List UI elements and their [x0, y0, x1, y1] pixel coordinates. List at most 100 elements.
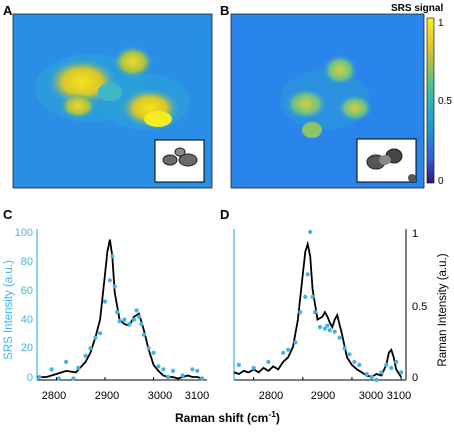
c-raman-line [37, 239, 203, 380]
d-xtick-2800: 2800 [259, 390, 283, 402]
d-srs-point [305, 272, 310, 277]
c-srs-point [146, 346, 151, 351]
c-ytick-0: 0 [27, 372, 33, 384]
d-srs-point [310, 294, 315, 299]
c-srs-point [56, 376, 62, 381]
d-srs-point [379, 370, 384, 375]
d-srs-point [322, 326, 327, 331]
colorbar-tick-0: 0 [438, 176, 444, 187]
d-raman-line [233, 240, 402, 378]
c-srs-point [156, 364, 161, 369]
c-xtick-2900: 2900 [95, 390, 119, 402]
d-ytick-1: 1 [412, 228, 418, 240]
d-srs-point [332, 329, 337, 334]
d-xtick-3100: 3100 [387, 390, 411, 402]
c-srs-point [112, 284, 117, 289]
c-srs-point [141, 332, 146, 337]
c-srs-point [110, 254, 115, 259]
d-srs-point [325, 323, 330, 328]
c-ytick-100: 100 [15, 227, 33, 239]
inset-particle-a [162, 147, 198, 167]
d-srs-point [266, 359, 271, 364]
d-srs-point [337, 335, 342, 340]
c-xtick-3000: 3000 [148, 390, 172, 402]
c-srs-point [98, 331, 103, 336]
spectrum-plot-d: 2800 2900 3000 3100 1 0.5 0 [233, 228, 427, 402]
c-srs-point [200, 376, 205, 381]
d-ytick-05: 0.5 [412, 301, 427, 313]
c-srs-point [127, 322, 132, 327]
colorbar-tick-05: 0.5 [438, 96, 452, 107]
panel-label-b: B [220, 3, 229, 18]
d-srs-point [293, 340, 298, 345]
c-srs-point [37, 374, 42, 380]
d-srs-point [347, 352, 352, 357]
c-srs-point [161, 367, 166, 372]
d-srs-point [374, 377, 379, 383]
c-srs-point [64, 359, 69, 364]
c-xtick-2800: 2800 [42, 390, 66, 402]
d-srs-point [357, 362, 362, 367]
d-xtick-2900: 2900 [311, 390, 335, 402]
colorbar-title: SRS signal [391, 3, 443, 14]
d-srs-point [352, 359, 357, 364]
d-srs-point [389, 365, 394, 370]
c-srs-point [83, 353, 88, 358]
d-ytick-0: 0 [412, 372, 418, 384]
panel-label-c: C [3, 207, 13, 222]
c-srs-point [134, 308, 139, 313]
d-srs-point [298, 310, 303, 315]
c-srs-point [190, 367, 195, 372]
c-srs-point [139, 322, 144, 327]
colorbar-gradient [426, 17, 435, 184]
right-axis-label: Raman Intensity (a.u.) [437, 253, 449, 366]
c-srs-point [49, 367, 54, 372]
d-srs-point [303, 294, 308, 299]
c-srs-point [180, 373, 185, 378]
d-srs-point [369, 374, 374, 380]
c-srs-point [107, 278, 112, 283]
c-srs-point [71, 376, 76, 381]
c-srs-point [136, 314, 142, 319]
d-srs-point [313, 310, 318, 315]
c-srs-point [115, 310, 120, 315]
colorbar: SRS signal 1 0.5 0 [391, 3, 452, 187]
c-srs-point [76, 365, 81, 370]
d-xtick-3000: 3000 [359, 390, 383, 402]
c-ytick-20: 20 [21, 342, 33, 354]
c-srs-point [93, 335, 98, 340]
srs-image-b [231, 14, 424, 188]
c-srs-point [195, 368, 200, 373]
d-srs-point [327, 328, 332, 333]
c-srs-point [166, 374, 171, 380]
d-srs-point [384, 362, 389, 367]
spectrum-plot-c: 100 80 60 40 20 0 2800 2900 3000 3100 [15, 227, 210, 402]
c-srs-point [122, 317, 127, 322]
c-ytick-80: 80 [21, 256, 33, 268]
d-srs-point [394, 359, 399, 364]
d-srs-point [251, 365, 256, 370]
c-ytick-60: 60 [21, 285, 33, 297]
d-srs-point [236, 362, 241, 367]
x-axis-label: Raman shift (cm-1) [175, 409, 280, 425]
c-xtick-3100: 3100 [185, 390, 209, 402]
c-srs-point [88, 346, 93, 351]
d-srs-point [308, 229, 313, 235]
panel-label-d: D [220, 207, 229, 222]
c-ytick-40: 40 [21, 314, 33, 326]
colorbar-tick-1: 1 [438, 18, 444, 29]
c-srs-point [170, 368, 176, 373]
d-srs-point [342, 346, 347, 351]
c-srs-point [102, 299, 108, 304]
c-srs-point [151, 350, 156, 355]
c-srs-point [117, 319, 122, 324]
inset-particle-b [366, 148, 416, 182]
d-srs-point [364, 371, 369, 377]
panel-label-a: A [3, 3, 13, 18]
srs-image-a [13, 14, 212, 188]
d-srs-point [286, 347, 291, 352]
d-srs-point [399, 370, 404, 375]
c-srs-point [132, 317, 137, 322]
